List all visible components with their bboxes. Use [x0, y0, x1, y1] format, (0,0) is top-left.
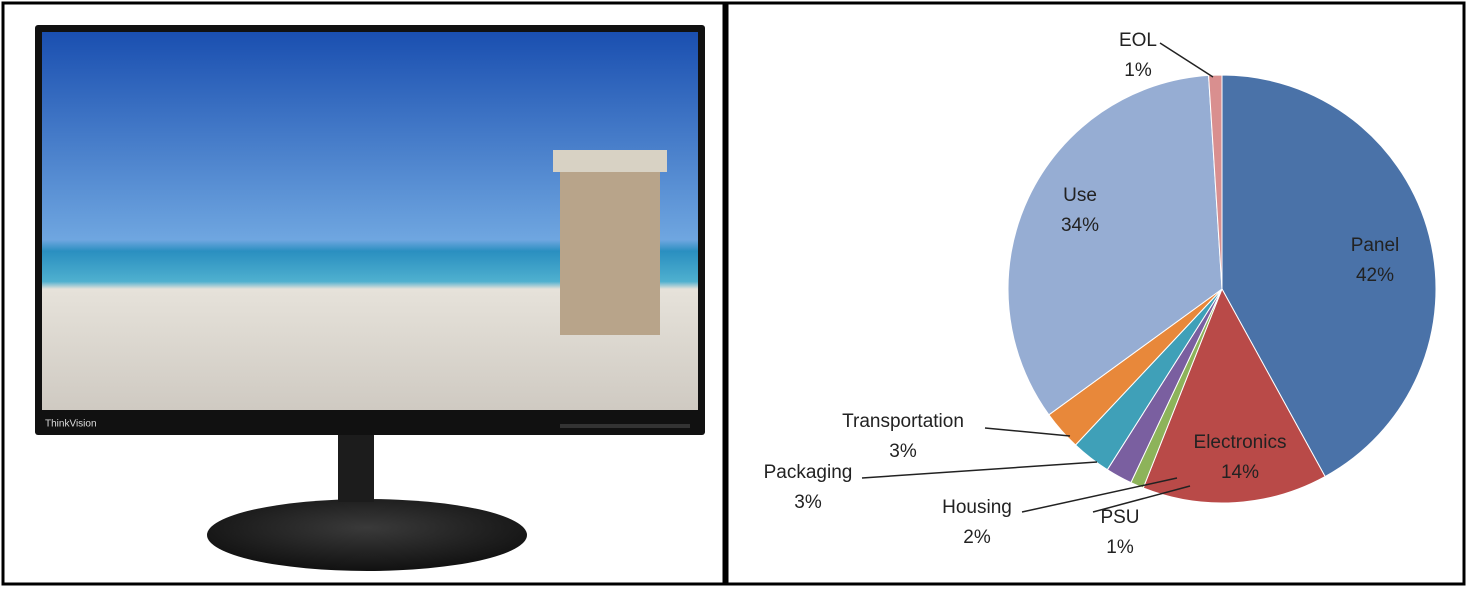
page: ThinkVision Panel 42% Electronics 14% PSU 1% H…	[0, 0, 1467, 588]
slice-label: PSU	[1100, 507, 1139, 528]
slice-value-label: 42%	[1356, 265, 1394, 286]
slice-label: Housing	[942, 497, 1012, 518]
slice-label: Panel	[1351, 235, 1400, 256]
slice-label: Electronics	[1194, 432, 1287, 453]
slice-value-label: 1%	[1124, 60, 1152, 81]
stone-lantern	[560, 165, 660, 335]
slice-label: Packaging	[764, 462, 853, 483]
monitor-buttons	[560, 424, 690, 428]
lantern-roof	[553, 150, 667, 172]
slice-value-label: 3%	[794, 492, 822, 513]
monitor-neck	[338, 430, 374, 502]
slice-value-label: 3%	[889, 441, 917, 462]
slice-value-label: 34%	[1061, 215, 1099, 236]
brand-label: ThinkVision	[45, 419, 97, 430]
slice-value-label: 2%	[963, 527, 991, 548]
slice-label: Use	[1063, 185, 1097, 206]
slice-label: Transportation	[842, 411, 964, 432]
slice-value-label: 14%	[1221, 462, 1259, 483]
monitor-base	[207, 499, 527, 571]
slice-label: EOL	[1119, 30, 1157, 51]
slice-value-label: 1%	[1106, 537, 1134, 558]
